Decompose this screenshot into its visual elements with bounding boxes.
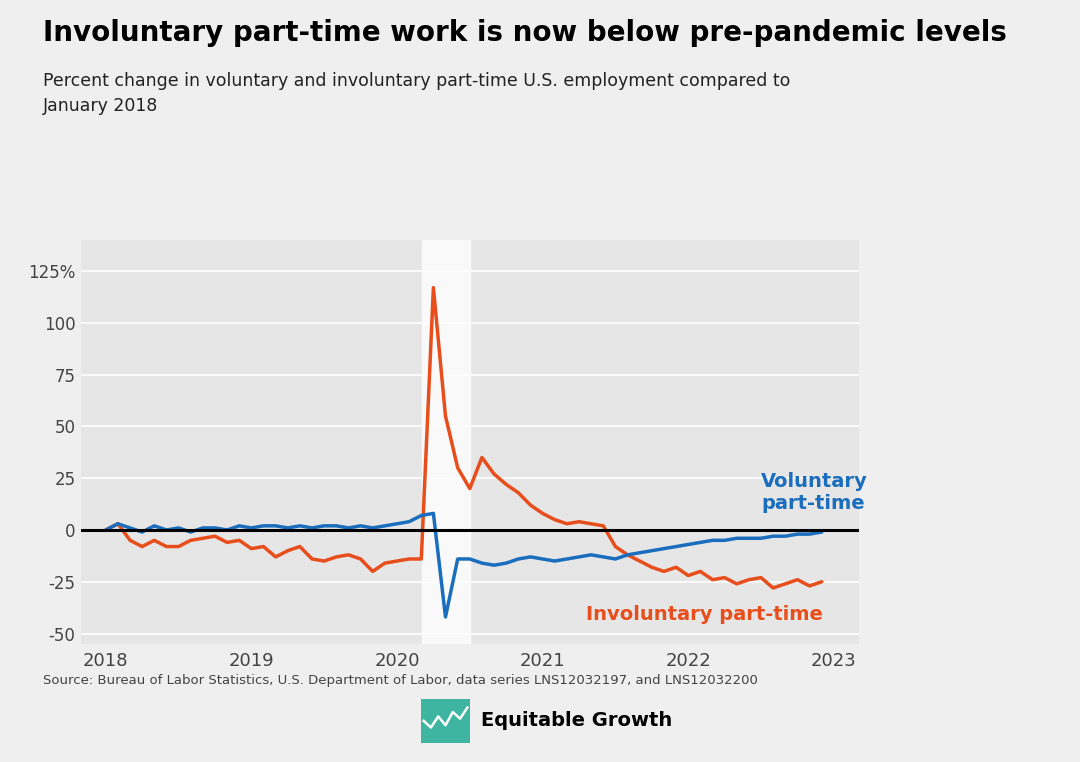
Text: Percent change in voluntary and involuntary part-time U.S. employment compared t: Percent change in voluntary and involunt… [43,72,791,115]
Text: Involuntary part-time: Involuntary part-time [586,605,823,624]
Text: Involuntary part-time work is now below pre-pandemic levels: Involuntary part-time work is now below … [43,19,1007,47]
Text: Source: Bureau of Labor Statistics, U.S. Department of Labor, data series LNS120: Source: Bureau of Labor Statistics, U.S.… [43,674,758,687]
Text: Voluntary
part-time: Voluntary part-time [761,472,868,513]
Bar [422,240,470,644]
Text: Equitable Growth: Equitable Growth [481,712,672,730]
